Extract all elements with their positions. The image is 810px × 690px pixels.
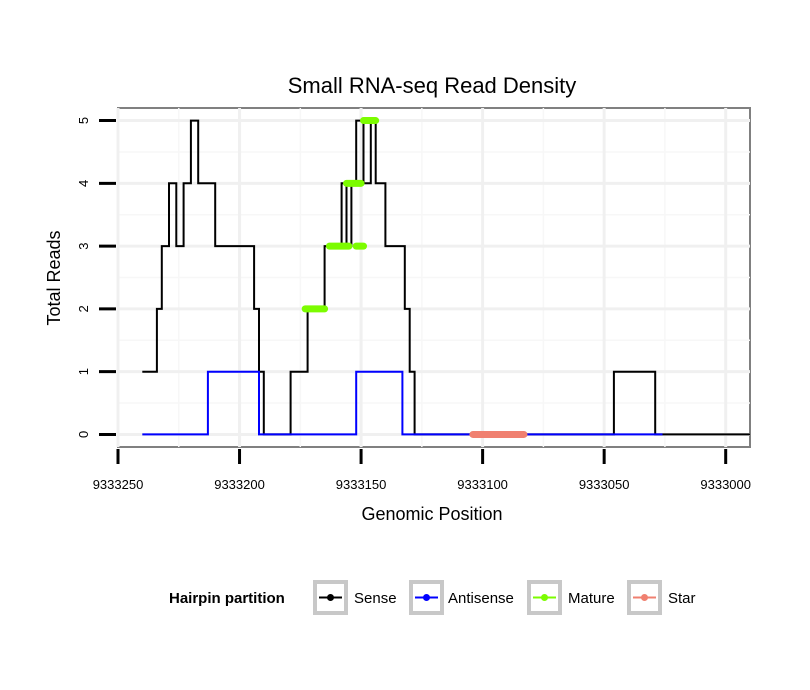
legend-key-point bbox=[541, 594, 548, 601]
legend-key-point bbox=[327, 594, 334, 601]
y-tick-label: 3 bbox=[76, 242, 91, 249]
series-line-antisense bbox=[142, 370, 663, 436]
series-line-sense bbox=[142, 119, 750, 436]
chart-title: Small RNA-seq Read Density bbox=[288, 73, 577, 98]
legend-items: Sense Antisense Mature Star bbox=[313, 580, 696, 615]
legend-key-point bbox=[641, 594, 648, 601]
data-series bbox=[142, 117, 750, 438]
legend-item-star: Star bbox=[627, 580, 696, 615]
x-tick-label: 9333200 bbox=[214, 477, 265, 492]
x-axis-title: Genomic Position bbox=[361, 504, 502, 524]
x-tick-label: 9333100 bbox=[457, 477, 508, 492]
y-tick-label: 1 bbox=[76, 368, 91, 375]
x-axis: 9333250 9333200 9333150 9333100 9333050 93330… bbox=[93, 449, 751, 492]
legend-key-point bbox=[423, 594, 430, 601]
legend-item-antisense: Antisense bbox=[409, 580, 514, 615]
x-tick-label: 9333050 bbox=[579, 477, 630, 492]
legend-item-mature: Mature bbox=[527, 580, 615, 615]
y-axis-title: Total Reads bbox=[44, 230, 64, 325]
legend-title: Hairpin partition bbox=[169, 590, 285, 607]
plot-panel bbox=[116, 107, 751, 448]
y-tick-label: 4 bbox=[76, 180, 91, 187]
x-tick-label: 9333250 bbox=[93, 477, 144, 492]
legend-item-sense: Sense bbox=[313, 580, 397, 615]
legend-label: Sense bbox=[354, 590, 397, 607]
y-tick-label: 2 bbox=[76, 305, 91, 312]
x-tick-label: 9333150 bbox=[336, 477, 387, 492]
legend-label: Antisense bbox=[448, 590, 514, 607]
y-tick-label: 0 bbox=[76, 431, 91, 438]
legend-label: Star bbox=[668, 590, 696, 607]
legend-label: Mature bbox=[568, 590, 615, 607]
legend: Hairpin partition Sense Antisense Mature St… bbox=[169, 580, 696, 615]
x-tick-label: 9333000 bbox=[700, 477, 751, 492]
y-tick-label: 5 bbox=[76, 117, 91, 124]
y-axis: 0 1 2 3 4 5 bbox=[76, 117, 116, 438]
